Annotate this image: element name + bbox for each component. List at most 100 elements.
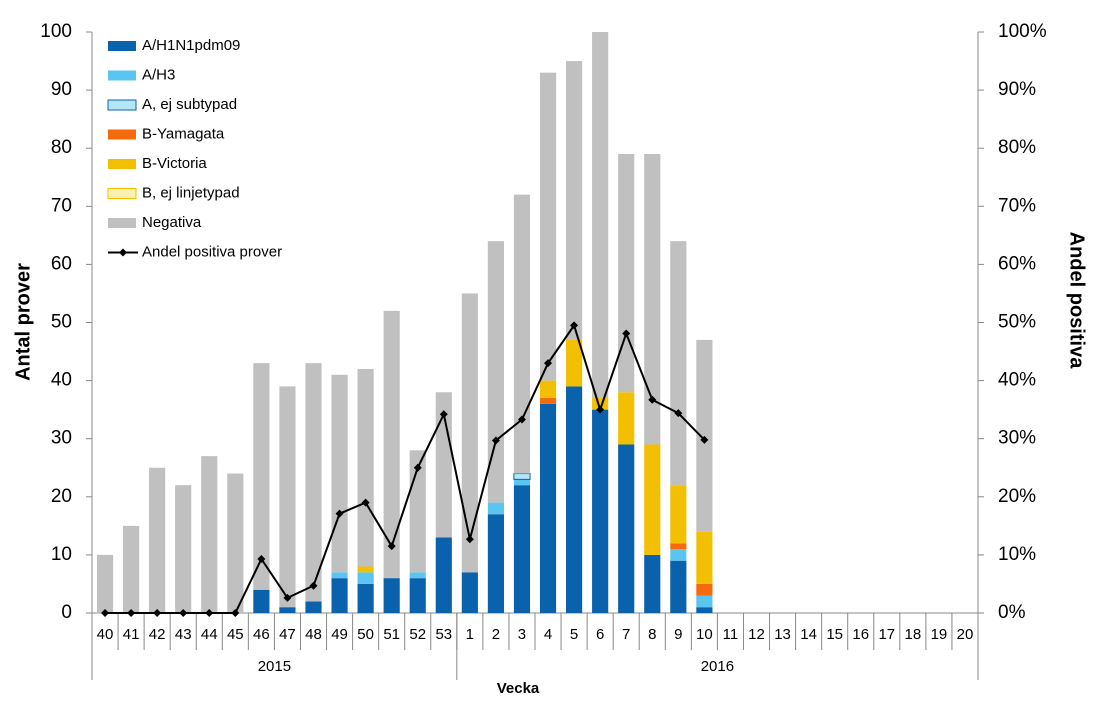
line-marker bbox=[491, 436, 500, 445]
y2-tick-label: 0% bbox=[998, 602, 1026, 623]
x-tick-label: 5 bbox=[570, 626, 578, 643]
x-tick-label: 51 bbox=[383, 626, 400, 643]
bar bbox=[175, 485, 192, 613]
x-tick-label: 6 bbox=[596, 626, 604, 643]
legend-swatch bbox=[107, 188, 137, 199]
x-tick-label: 52 bbox=[409, 626, 426, 643]
bar bbox=[435, 537, 452, 613]
y-tick-label: 40 bbox=[51, 370, 72, 391]
y-tick-label: 70 bbox=[51, 195, 72, 216]
y2-axis-title: Andel positiva bbox=[1066, 232, 1088, 370]
y2-tick-label: 30% bbox=[998, 428, 1036, 449]
bar bbox=[539, 403, 557, 613]
line-marker bbox=[622, 329, 631, 338]
line-marker bbox=[596, 405, 605, 414]
bar bbox=[696, 583, 713, 596]
legend-label: A/H1N1pdm09 bbox=[142, 37, 240, 54]
x-tick-label: 13 bbox=[774, 626, 791, 643]
bar bbox=[513, 473, 531, 480]
bar bbox=[644, 444, 661, 555]
bar bbox=[566, 61, 583, 340]
legend-swatch bbox=[108, 218, 136, 228]
x-tick-label: 3 bbox=[518, 626, 526, 643]
line-marker bbox=[570, 321, 579, 330]
bar bbox=[539, 380, 557, 399]
legend-swatch bbox=[107, 99, 137, 111]
legend-marker bbox=[119, 248, 127, 257]
y2-tick-label: 60% bbox=[998, 253, 1036, 274]
bar bbox=[383, 310, 400, 579]
bar bbox=[539, 72, 557, 381]
y-axis-title: Antal prover bbox=[12, 263, 34, 381]
bar bbox=[670, 549, 687, 561]
bar bbox=[435, 392, 452, 538]
y2-tick-label: 100% bbox=[998, 21, 1047, 42]
x-tick-label: 10 bbox=[696, 626, 713, 643]
y2-tick-label: 10% bbox=[998, 544, 1036, 565]
legend-swatch bbox=[108, 159, 136, 169]
bar bbox=[644, 154, 661, 445]
bar bbox=[409, 578, 426, 613]
line-marker bbox=[257, 554, 266, 563]
y2-tick-label: 20% bbox=[998, 486, 1036, 507]
y-tick-label: 10 bbox=[51, 544, 72, 565]
x-tick-label: 50 bbox=[357, 626, 374, 643]
bar bbox=[487, 514, 504, 613]
line-marker bbox=[439, 410, 448, 419]
x-tick-label: 8 bbox=[648, 626, 656, 643]
y-tick-label: 50 bbox=[51, 312, 72, 333]
line-marker bbox=[361, 498, 370, 507]
x-tick-label: 2 bbox=[492, 626, 500, 643]
line bbox=[105, 323, 706, 614]
bar bbox=[513, 479, 531, 486]
bar bbox=[357, 566, 374, 573]
bar bbox=[149, 467, 166, 613]
legend-label: A, ej subtypad bbox=[142, 96, 237, 113]
legend-swatch bbox=[108, 41, 136, 51]
bar bbox=[592, 32, 609, 399]
x-tick-label: 40 bbox=[97, 626, 114, 643]
bar bbox=[253, 589, 270, 613]
y-tick-label: 80 bbox=[51, 137, 72, 158]
bar bbox=[201, 456, 218, 613]
legend-label: Negativa bbox=[142, 214, 202, 231]
bar bbox=[670, 485, 687, 544]
bar bbox=[383, 578, 400, 613]
bar bbox=[566, 386, 583, 613]
bar bbox=[253, 363, 270, 590]
legend-swatch bbox=[108, 129, 136, 140]
bar bbox=[409, 572, 426, 579]
bar bbox=[279, 607, 296, 613]
legend-label: A/H3 bbox=[142, 66, 175, 83]
line-marker bbox=[179, 609, 188, 617]
x-tick-label: 1 bbox=[466, 626, 474, 643]
bar bbox=[539, 398, 557, 404]
legend-swatch bbox=[108, 70, 136, 81]
bar bbox=[461, 293, 478, 573]
x-tick-label: 44 bbox=[201, 626, 218, 643]
group-label: 2015 bbox=[258, 658, 291, 675]
bar bbox=[96, 554, 114, 613]
line-marker bbox=[309, 581, 318, 590]
bar bbox=[357, 368, 374, 567]
x-tick-label: 41 bbox=[123, 626, 140, 643]
legend-label: B-Victoria bbox=[142, 155, 207, 172]
line-marker bbox=[335, 509, 344, 518]
x-tick-label: 16 bbox=[852, 626, 869, 643]
line-marker bbox=[413, 463, 422, 472]
bar bbox=[670, 560, 687, 613]
y-tick-label: 30 bbox=[51, 428, 72, 449]
line-marker bbox=[517, 415, 526, 424]
line-marker bbox=[127, 609, 136, 617]
x-tick-label: 15 bbox=[826, 626, 843, 643]
x-tick-label: 14 bbox=[800, 626, 817, 643]
bar bbox=[279, 386, 296, 608]
legend-label: Andel positiva prover bbox=[142, 243, 282, 260]
x-tick-label: 47 bbox=[279, 626, 296, 643]
bar bbox=[566, 339, 583, 387]
bar bbox=[227, 473, 244, 613]
bar bbox=[696, 339, 713, 532]
x-tick-label: 48 bbox=[305, 626, 322, 643]
y2-tick-label: 40% bbox=[998, 370, 1036, 391]
bar bbox=[696, 607, 713, 613]
